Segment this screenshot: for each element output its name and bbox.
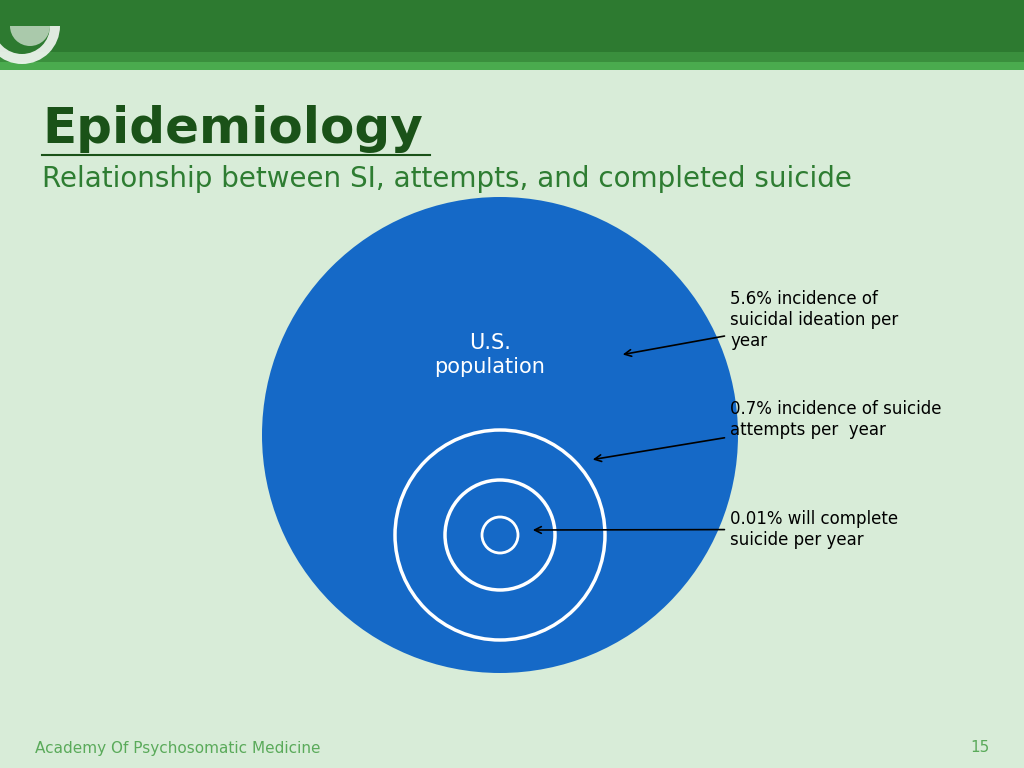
Bar bbox=[0, 653, 1024, 672]
Text: 0.7% incidence of suicide
attempts per  year: 0.7% incidence of suicide attempts per y… bbox=[595, 400, 941, 462]
Text: 0.01% will complete
suicide per year: 0.01% will complete suicide per year bbox=[535, 510, 898, 549]
Bar bbox=[0, 250, 1024, 269]
Circle shape bbox=[482, 517, 518, 553]
Bar bbox=[0, 154, 1024, 173]
Bar bbox=[0, 38, 1024, 58]
Bar bbox=[0, 0, 1024, 19]
Bar bbox=[0, 538, 1024, 557]
Text: 5.6% incidence of
suicidal ideation per
year: 5.6% incidence of suicidal ideation per … bbox=[625, 290, 898, 356]
Bar bbox=[0, 307, 1024, 326]
Bar bbox=[0, 442, 1024, 461]
Wedge shape bbox=[0, 26, 50, 54]
Bar bbox=[0, 634, 1024, 653]
Text: Relationship between SI, attempts, and completed suicide: Relationship between SI, attempts, and c… bbox=[42, 165, 852, 193]
Bar bbox=[0, 691, 1024, 710]
Bar bbox=[0, 173, 1024, 192]
Bar bbox=[0, 269, 1024, 288]
Bar bbox=[0, 77, 1024, 96]
Bar bbox=[0, 384, 1024, 403]
Bar bbox=[0, 134, 1024, 154]
Circle shape bbox=[445, 480, 555, 590]
Bar bbox=[0, 518, 1024, 538]
Bar bbox=[0, 710, 1024, 730]
Bar bbox=[0, 499, 1024, 518]
Bar bbox=[0, 58, 1024, 77]
Circle shape bbox=[262, 197, 738, 673]
Bar bbox=[0, 346, 1024, 365]
Bar bbox=[0, 422, 1024, 442]
Bar bbox=[0, 730, 1024, 749]
Bar bbox=[0, 480, 1024, 499]
Bar bbox=[0, 326, 1024, 346]
Bar bbox=[0, 19, 1024, 38]
Bar bbox=[0, 672, 1024, 691]
Bar bbox=[0, 576, 1024, 595]
Bar bbox=[0, 557, 1024, 576]
Bar bbox=[0, 749, 1024, 768]
Circle shape bbox=[395, 430, 605, 640]
Bar bbox=[0, 0, 1024, 52]
Bar bbox=[0, 614, 1024, 634]
Text: 15: 15 bbox=[971, 740, 990, 756]
Bar bbox=[0, 230, 1024, 250]
Bar bbox=[0, 62, 1024, 70]
Text: Epidemiology: Epidemiology bbox=[42, 105, 423, 153]
Text: Academy Of Psychosomatic Medicine: Academy Of Psychosomatic Medicine bbox=[35, 740, 321, 756]
Bar bbox=[0, 192, 1024, 211]
Bar bbox=[0, 115, 1024, 134]
Bar bbox=[0, 461, 1024, 480]
Wedge shape bbox=[0, 26, 60, 64]
Bar bbox=[0, 52, 1024, 62]
Bar bbox=[0, 211, 1024, 230]
Wedge shape bbox=[10, 26, 50, 46]
Bar bbox=[0, 288, 1024, 307]
Bar bbox=[0, 96, 1024, 115]
Bar bbox=[0, 365, 1024, 384]
Text: U.S.
population: U.S. population bbox=[434, 333, 546, 376]
Bar bbox=[0, 403, 1024, 422]
Bar bbox=[0, 595, 1024, 614]
